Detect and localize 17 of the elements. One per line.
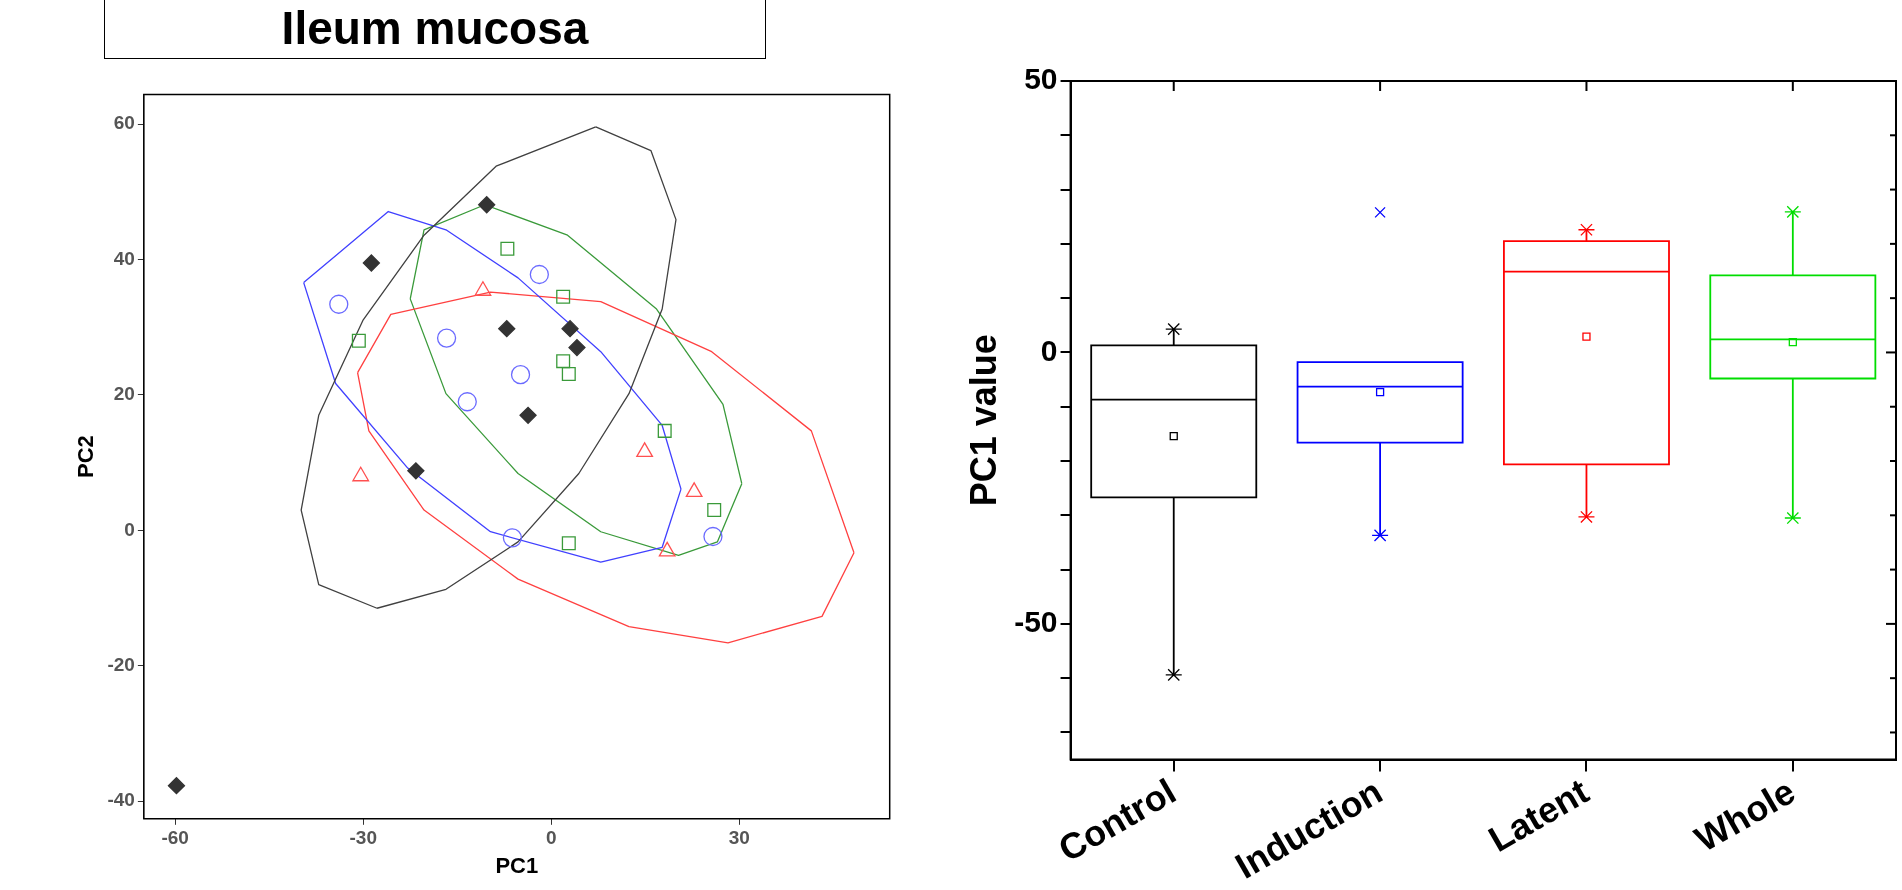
y-tick-label: 40 <box>113 247 135 269</box>
y-axis-title: PC1 value <box>962 334 1004 507</box>
y-tick-label: 0 <box>124 518 135 540</box>
y-tick-label: -40 <box>107 789 135 811</box>
y-tick-label: 0 <box>1040 333 1058 367</box>
y-tick-label: -20 <box>107 654 135 676</box>
y-tick-label: 60 <box>113 112 135 134</box>
chart-title: Ileum mucosa <box>104 0 766 59</box>
y-axis-title: PC2 <box>73 435 99 478</box>
x-tick-label: 30 <box>728 827 750 849</box>
x-tick-label: -60 <box>161 827 189 849</box>
x-axis-title: PC1 <box>495 852 539 878</box>
y-tick-label: -50 <box>1014 605 1058 639</box>
y-tick-label: 20 <box>113 383 135 405</box>
x-tick-label: -30 <box>349 827 377 849</box>
x-tick-label: 0 <box>545 827 557 849</box>
y-tick-label: 50 <box>1024 62 1058 96</box>
